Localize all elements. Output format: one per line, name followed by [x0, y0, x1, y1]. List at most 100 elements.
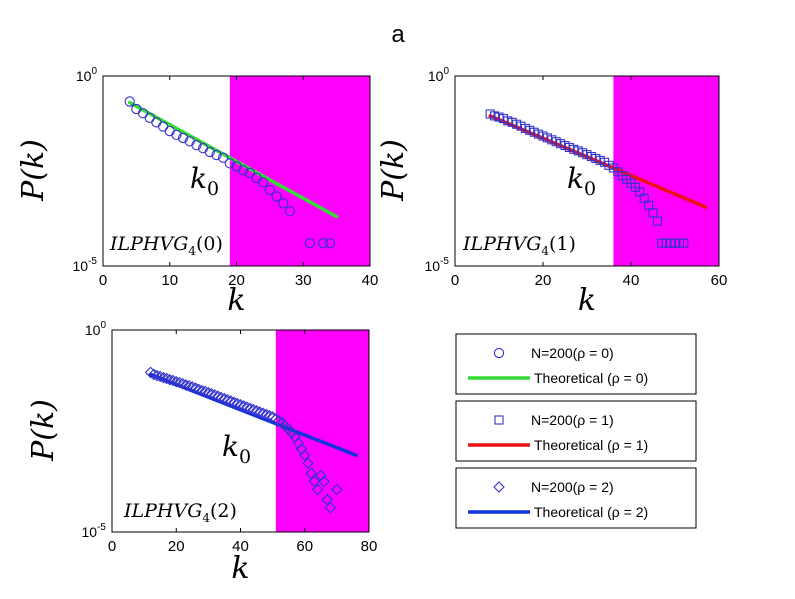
data-point — [331, 483, 343, 496]
data-point — [271, 191, 282, 202]
y-tick-exponent: 0 — [443, 66, 449, 77]
annotation-subscript: 4 — [541, 244, 549, 258]
annotation-main: ILPHVG — [462, 233, 541, 255]
x-axis-label: k — [227, 283, 245, 318]
data-point — [160, 372, 173, 385]
data-point — [191, 140, 202, 151]
data-point — [250, 405, 263, 417]
legend-marker — [493, 481, 505, 493]
data-point — [284, 206, 296, 217]
x-tick-label: 0 — [108, 538, 116, 555]
data-point — [238, 165, 249, 176]
x-tick-label: 20 — [168, 538, 185, 555]
data-point — [199, 385, 211, 398]
y-axis-label: P(k) — [16, 139, 51, 202]
data-point — [237, 400, 250, 412]
data-point — [215, 391, 228, 404]
data-point — [298, 449, 311, 462]
y-axis-label: P(k) — [26, 399, 61, 462]
data-point — [124, 96, 135, 107]
data-point — [302, 457, 314, 470]
legend-marker — [493, 347, 505, 359]
data-point — [266, 411, 279, 423]
data-point — [157, 371, 170, 384]
y-tick-base: 10 — [425, 258, 441, 274]
plot-frame — [454, 75, 720, 267]
data-point — [186, 381, 199, 393]
data-point — [244, 167, 255, 179]
data-point — [264, 184, 276, 196]
x-tick-label: 30 — [295, 272, 312, 289]
legend-box-2: N=200(ρ = 2) Theoretical (ρ = 2) — [455, 467, 697, 529]
data-point — [234, 398, 247, 411]
data-point — [304, 238, 316, 249]
data-point — [270, 413, 282, 425]
x-tick-label: 0 — [451, 272, 459, 289]
graph-annotation: ILPHVG4(1) — [462, 233, 576, 258]
data-point — [258, 177, 269, 188]
legend-theory-label: Theoretical (ρ = 1) — [534, 437, 648, 453]
data-point — [318, 238, 329, 249]
data-point — [167, 374, 179, 387]
data-point — [211, 149, 222, 161]
data-point — [228, 396, 240, 409]
x-tick-label: 0 — [99, 272, 107, 289]
y-axis-label: P(k) — [376, 139, 411, 202]
data-point — [212, 390, 224, 403]
data-point — [260, 408, 272, 421]
data-point — [180, 379, 192, 391]
data-point — [177, 132, 189, 144]
data-point — [170, 375, 183, 388]
data-point — [321, 493, 334, 506]
y-tick-label: 100 — [85, 320, 107, 338]
y-tick-base: 10 — [82, 524, 98, 540]
x-tick-label: 60 — [296, 538, 313, 555]
x-tick-label: 40 — [362, 272, 379, 289]
annotation-argument: (1) — [549, 233, 576, 255]
y-tick-label: 10-5 — [425, 256, 450, 274]
data-point — [164, 373, 176, 386]
y-tick-base: 10 — [428, 68, 444, 84]
data-point — [204, 146, 215, 158]
data-point — [263, 409, 276, 422]
data-point — [147, 368, 160, 381]
legend-data-label: N=200(ρ = 0) — [531, 345, 614, 361]
data-point — [278, 198, 289, 209]
data-point — [286, 427, 298, 439]
data-point — [305, 467, 317, 480]
legend-marker — [494, 415, 504, 425]
data-point — [171, 129, 182, 141]
legend-frame — [455, 467, 697, 529]
data-point — [225, 395, 237, 407]
legend-data-label: N=200(ρ = 2) — [531, 479, 614, 495]
threshold-subscript: 0 — [584, 178, 596, 200]
y-tick-base: 10 — [85, 322, 101, 338]
legend-data-label: N=200(ρ = 1) — [531, 412, 614, 428]
x-tick-label: 10 — [161, 272, 178, 289]
data-point — [282, 423, 295, 435]
data-point — [253, 406, 266, 418]
data-point — [218, 392, 231, 405]
y-tick-base: 10 — [73, 258, 89, 274]
y-tick-label: 10-5 — [73, 256, 98, 274]
data-point — [189, 382, 202, 394]
x-tick-label: 60 — [711, 272, 728, 289]
threshold-label: k0 — [222, 430, 251, 468]
legend-box-0: N=200(ρ = 0) Theoretical (ρ = 0) — [455, 333, 697, 395]
data-point — [324, 238, 336, 249]
annotation-subscript: 4 — [188, 244, 196, 258]
legend-frame — [455, 400, 697, 462]
data-point — [173, 376, 186, 389]
data-point — [652, 216, 662, 226]
legend-theory-label: Theoretical (ρ = 0) — [534, 370, 648, 386]
threshold-label: k0 — [567, 162, 596, 200]
graph-annotation: ILPHVG4(2) — [123, 500, 237, 525]
data-point — [308, 475, 321, 488]
legend-frame — [455, 333, 697, 395]
threshold-subscript: 0 — [239, 446, 251, 468]
annotation-argument: (2) — [210, 500, 237, 522]
